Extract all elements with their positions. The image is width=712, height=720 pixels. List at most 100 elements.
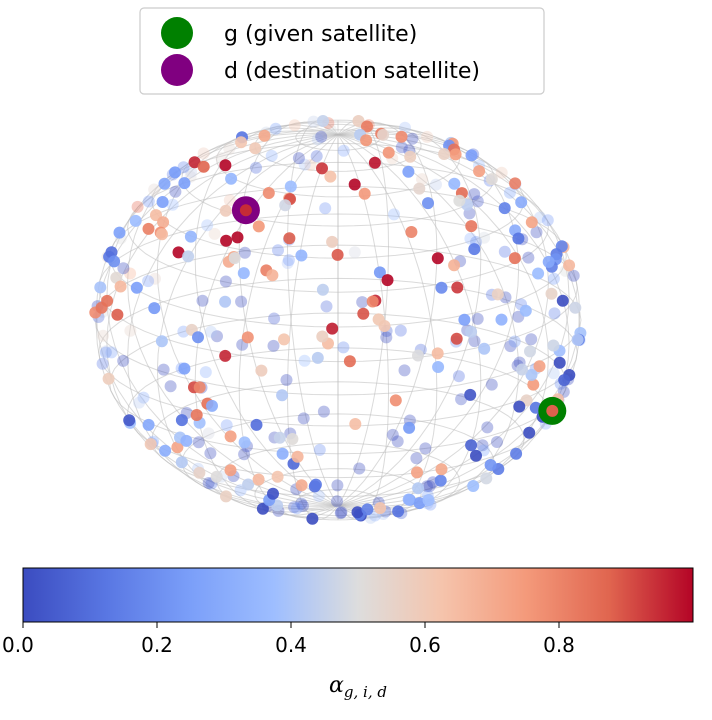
satellite-point (309, 478, 322, 491)
satellite-point (117, 354, 130, 367)
satellite-point (453, 194, 466, 207)
satellite-point (334, 507, 347, 520)
satellite-point (235, 136, 248, 149)
satellite-point (510, 447, 523, 460)
satellite-point (223, 142, 236, 155)
satellite-point (312, 489, 325, 502)
satellite-point (337, 341, 350, 354)
satellite-point (224, 430, 237, 443)
longitude-line (156, 134, 339, 513)
satellite-point (485, 173, 498, 186)
satellite-point (286, 433, 299, 445)
satellite-point (545, 287, 558, 300)
satellite-point (96, 357, 109, 370)
satellite-point (411, 466, 423, 479)
satellite-point (105, 246, 118, 259)
satellite-point (197, 160, 210, 173)
satellite-point (295, 479, 308, 492)
satellite-point (144, 438, 157, 451)
satellite-point (380, 331, 393, 344)
satellite-point (117, 262, 130, 275)
longitude-line (337, 134, 570, 508)
satellite-point (142, 222, 155, 235)
satellite-point (495, 166, 508, 179)
satellite-point (208, 227, 221, 240)
satellite-point (223, 194, 236, 207)
satellite-point (304, 159, 317, 172)
legend: g (given satellite) d (destination satel… (139, 7, 545, 95)
satellite-point (495, 313, 508, 326)
satellite-point (351, 506, 364, 519)
satellite-point (238, 448, 251, 461)
satellite-point (196, 294, 209, 307)
satellite-point (157, 216, 170, 229)
satellite-point (265, 149, 278, 162)
satellite-point (124, 324, 137, 337)
satellite-point (298, 354, 311, 367)
satellite-point (542, 255, 555, 268)
satellite-point (402, 493, 415, 506)
satellite-point (97, 329, 110, 342)
satellite-point (220, 419, 233, 432)
satellite-point (358, 187, 371, 200)
satellite-point (558, 374, 571, 387)
satellite-point (410, 452, 423, 465)
satellite-point (225, 172, 238, 185)
colorbar-ticks: 0.0 0.2 0.4 0.6 0.8 (2, 622, 575, 657)
satellite-point (541, 214, 554, 227)
longitude-line (337, 134, 549, 510)
satellite-point (478, 342, 491, 355)
satellite-point (262, 187, 275, 199)
satellite-point (337, 144, 350, 157)
satellite-point (567, 269, 580, 282)
satellite-point (357, 307, 370, 320)
satellite-point (394, 324, 407, 337)
legend-frame (139, 7, 545, 95)
satellite-point (130, 281, 143, 294)
satellite-point (148, 302, 161, 315)
satellite-point (421, 130, 434, 143)
satellite-point (465, 325, 478, 338)
satellite-point (455, 393, 468, 406)
satellite-point (267, 487, 279, 500)
legend-marker-g (161, 17, 193, 49)
satellite-point (175, 414, 188, 427)
satellite-point (113, 226, 126, 239)
satellite-point (155, 335, 168, 348)
satellite-point (252, 220, 265, 233)
satellite-point (498, 202, 511, 215)
satellite-point (348, 178, 361, 191)
satellite-point (133, 396, 146, 409)
colorbar-label-subscript: g, i, d (344, 683, 387, 701)
satellite-point (307, 115, 320, 128)
satellite-point (193, 381, 206, 394)
satellite-point (295, 497, 308, 510)
satellite-point (449, 148, 462, 161)
satellite-point (219, 295, 232, 308)
satellite-point (316, 283, 329, 296)
satellite-point (193, 466, 206, 479)
satellite-point (201, 219, 214, 232)
satellite-point (219, 349, 232, 362)
satellite-point (366, 295, 379, 308)
satellite-point (164, 380, 177, 393)
satellite-point (129, 214, 142, 227)
satellite-point (480, 472, 493, 485)
satellite-point (131, 200, 144, 213)
satellite-point (108, 255, 121, 268)
satellite-point (331, 495, 343, 508)
satellite-point (220, 234, 233, 247)
satellite-point (142, 275, 155, 288)
satellite-point (231, 231, 244, 244)
satellite-point (281, 257, 294, 269)
satellite-point (402, 165, 415, 178)
satellite-point (280, 374, 293, 386)
satellite-point (211, 330, 223, 343)
satellite-point (185, 165, 198, 178)
satellite-point (190, 409, 203, 421)
satellite-point (335, 506, 348, 519)
satellite-point (525, 333, 538, 346)
satellite-point (324, 170, 337, 183)
legend-label-d: d (destination satellite) (224, 59, 480, 84)
